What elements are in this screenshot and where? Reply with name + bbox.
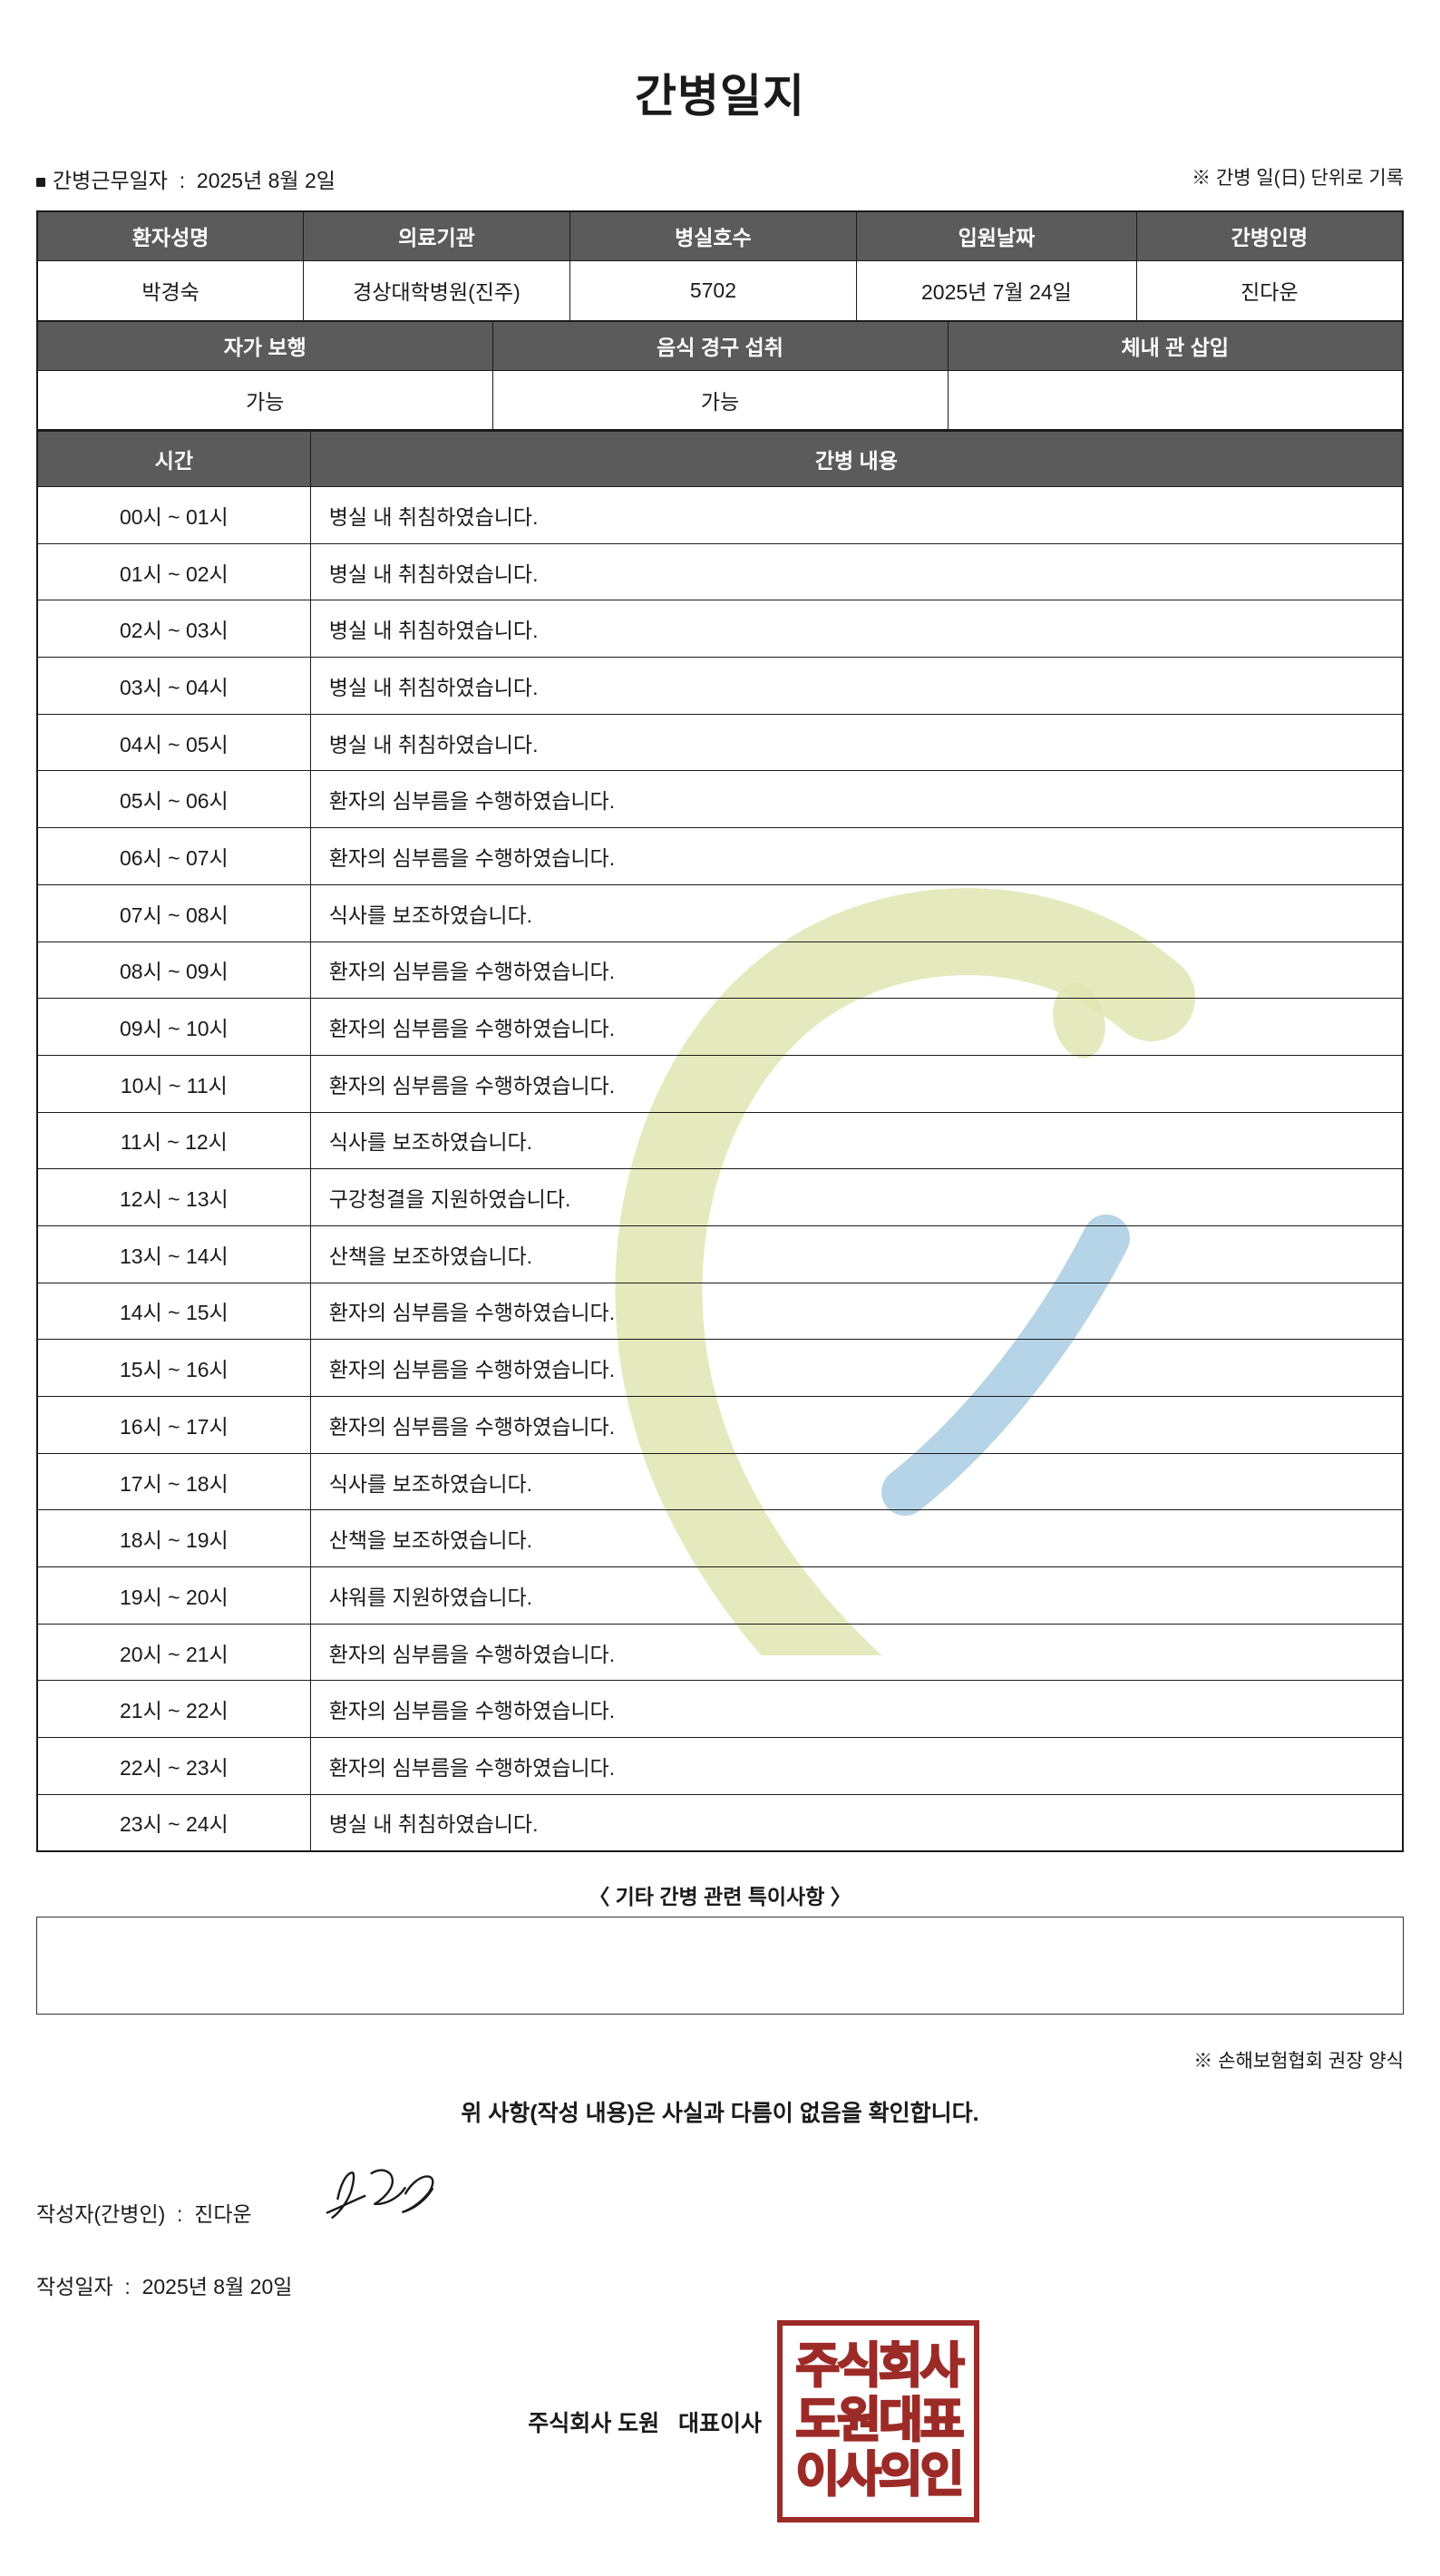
svg-text:주식회사: 주식회사 [795, 2339, 964, 2393]
svg-text:이사의인: 이사의인 [795, 2448, 961, 2502]
svg-text:도원대표: 도원대표 [795, 2394, 962, 2447]
